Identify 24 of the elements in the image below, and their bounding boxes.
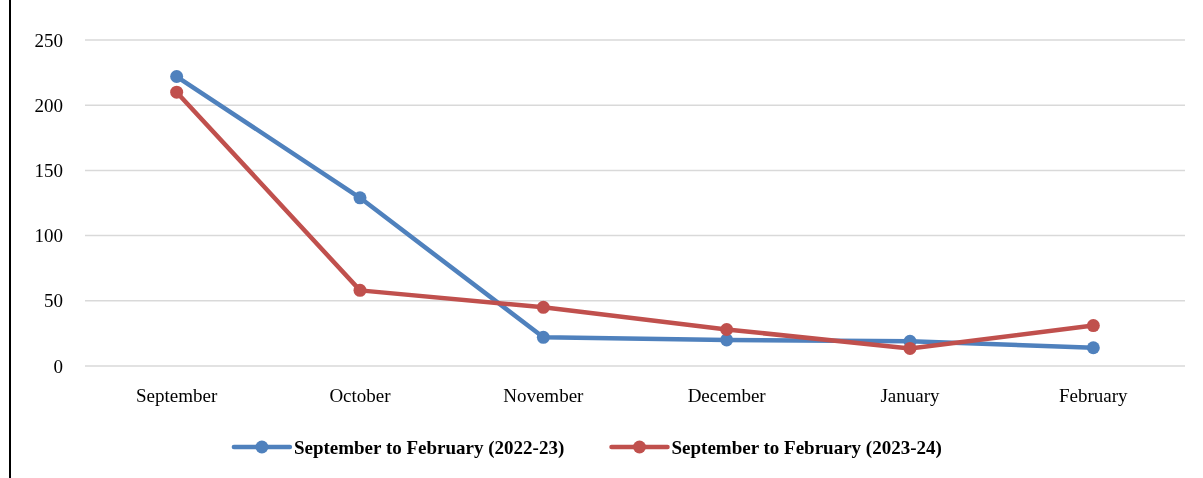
y-tick-label: 250	[34, 29, 63, 51]
x-tick-label: January	[880, 385, 941, 406]
point	[353, 283, 367, 297]
x-tick-label: October	[329, 385, 392, 406]
point	[903, 341, 917, 355]
y-tick-label: 50	[44, 290, 63, 312]
legend-label: September to February (2022-23)	[293, 436, 565, 459]
y-tick-label: 0	[53, 355, 63, 377]
legend-label: September to February (2023-24)	[671, 436, 942, 459]
point	[536, 330, 550, 344]
point	[1086, 341, 1100, 355]
x-tick-label: February	[1059, 385, 1129, 406]
point	[1086, 319, 1100, 333]
x-tick-label: December	[687, 385, 767, 406]
point	[720, 322, 734, 336]
point	[353, 191, 367, 205]
point	[536, 300, 550, 314]
point	[170, 85, 184, 99]
x-tick-label: September	[136, 385, 218, 406]
y-tick-label: 150	[34, 160, 63, 182]
y-tick-label: 100	[34, 225, 63, 247]
x-tick-label: November	[503, 385, 585, 406]
point	[170, 70, 184, 84]
y-tick-label: 200	[34, 94, 63, 116]
